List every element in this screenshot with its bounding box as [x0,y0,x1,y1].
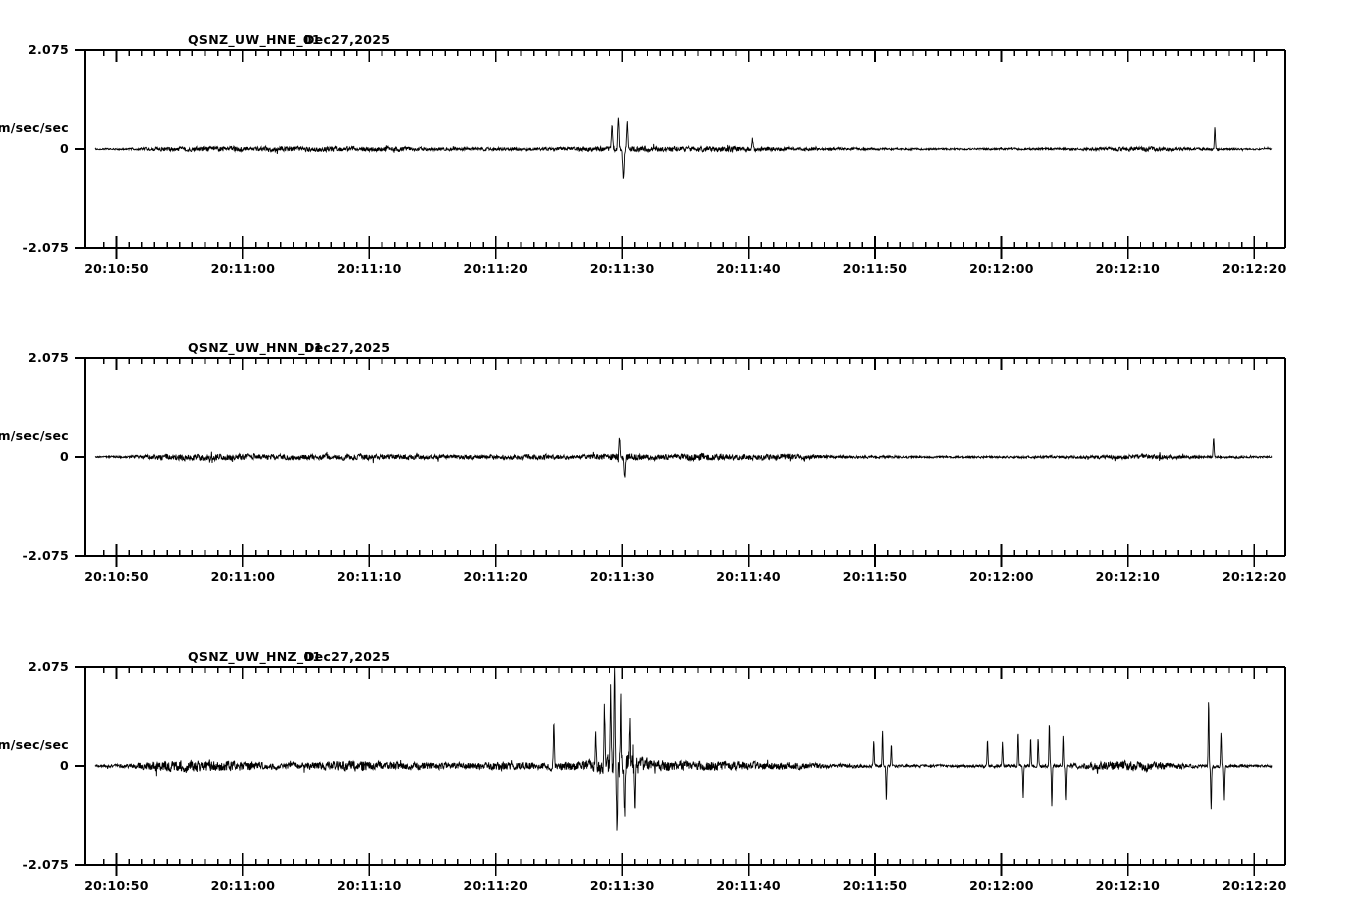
y-axis-unit-label: cm/sec/sec [0,428,69,443]
x-tick-label: 20:11:10 [337,261,402,276]
x-tick-label: 20:12:00 [969,878,1034,893]
x-tick-label: 20:12:20 [1222,569,1287,584]
y-axis-unit-label: cm/sec/sec [0,120,69,135]
x-tick-label: 20:11:00 [210,569,276,584]
y-axis-ticks [75,49,85,249]
x-tick-label: 20:12:20 [1222,261,1287,276]
plot-frame [84,666,1286,866]
x-tick-label: 20:11:00 [210,878,276,893]
x-tick-label: 20:11:20 [463,878,529,893]
panel-station-label: QSNZ_UW_HNE_01 [188,32,321,47]
x-tick-label: 20:12:20 [1222,878,1287,893]
x-tick-label: 20:11:20 [463,569,529,584]
x-axis-ticks [103,667,1268,876]
panel-date-label: Dec27,2025 [304,649,391,664]
waveform-trace [94,667,1273,831]
x-tick-label: 20:12:10 [1095,878,1161,893]
waveform-trace [94,117,1273,179]
y-tick-label-zero: 0 [60,141,69,156]
x-tick-label: 20:11:30 [589,569,655,584]
x-axis-ticks [103,50,1268,259]
y-tick-label-min: -2.075 [22,548,69,563]
y-tick-label-zero: 0 [60,449,69,464]
plot-frame [84,357,1286,557]
panel-station-label: QSNZ_UW_HNZ_01 [188,649,322,664]
x-tick-label: 20:11:30 [589,878,655,893]
y-tick-label-max: 2.075 [27,42,69,57]
x-tick-label: 20:11:40 [716,569,781,584]
waveform-trace [94,437,1273,478]
y-axis-ticks [75,666,85,866]
x-tick-label: 20:12:00 [969,569,1034,584]
x-tick-label: 20:10:50 [84,569,149,584]
x-tick-label: 20:11:50 [842,569,908,584]
x-tick-label: 20:10:50 [84,261,149,276]
y-tick-label-max: 2.075 [27,350,69,365]
y-tick-label-min: -2.075 [22,857,69,872]
x-tick-label: 20:11:00 [210,261,276,276]
y-axis-ticks [75,357,85,557]
x-tick-label: 20:11:10 [337,569,402,584]
y-tick-label-zero: 0 [60,758,69,773]
x-tick-label: 20:11:50 [842,878,908,893]
panel-station-label: QSNZ_UW_HNN_01 [188,340,323,355]
x-tick-label: 20:11:10 [337,878,402,893]
x-tick-label: 20:11:40 [716,261,781,276]
x-tick-label: 20:11:20 [463,261,529,276]
x-tick-label: 20:12:00 [969,261,1034,276]
panel-date-label: Dec27,2025 [304,32,391,47]
y-tick-label-min: -2.075 [22,240,69,255]
x-tick-label: 20:11:30 [589,261,655,276]
x-tick-label: 20:12:10 [1095,261,1161,276]
panel-date-label: Dec27,2025 [304,340,391,355]
x-tick-label: 20:12:10 [1095,569,1161,584]
x-tick-label: 20:11:40 [716,878,781,893]
plot-frame [84,49,1286,249]
x-tick-label: 20:10:50 [84,878,149,893]
y-axis-unit-label: cm/sec/sec [0,737,69,752]
x-tick-label: 20:11:50 [842,261,908,276]
y-tick-label-max: 2.075 [27,659,69,674]
x-axis-ticks [103,358,1268,567]
